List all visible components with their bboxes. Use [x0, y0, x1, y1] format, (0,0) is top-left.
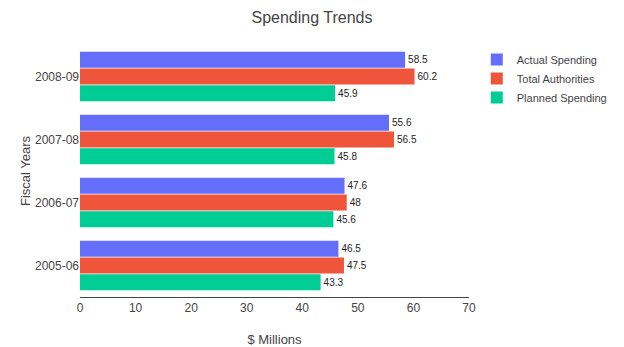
svg-text:Spending Trends: Spending Trends	[252, 9, 373, 26]
svg-text:55.6: 55.6	[392, 117, 412, 128]
svg-text:Fiscal Years: Fiscal Years	[18, 135, 33, 206]
svg-text:48: 48	[350, 197, 362, 208]
svg-text:Planned Spending: Planned Spending	[517, 92, 607, 104]
svg-text:43.3: 43.3	[324, 277, 344, 288]
svg-text:60: 60	[407, 301, 421, 315]
svg-text:56.5: 56.5	[397, 134, 417, 145]
svg-text:2006-07: 2006-07	[35, 196, 79, 210]
svg-text:47.6: 47.6	[348, 180, 368, 191]
svg-text:40: 40	[296, 301, 310, 315]
svg-text:0: 0	[77, 301, 84, 315]
svg-text:58.5: 58.5	[408, 54, 428, 65]
svg-text:20: 20	[184, 301, 198, 315]
svg-text:2007-08: 2007-08	[35, 133, 79, 147]
svg-text:70: 70	[462, 301, 476, 315]
svg-text:50: 50	[351, 301, 365, 315]
svg-text:30: 30	[240, 301, 254, 315]
svg-text:$ Millions: $ Millions	[247, 332, 302, 347]
svg-text:45.8: 45.8	[338, 151, 358, 162]
svg-text:46.5: 46.5	[341, 243, 361, 254]
svg-text:2008-09: 2008-09	[35, 70, 79, 84]
svg-text:10: 10	[129, 301, 143, 315]
svg-text:60.2: 60.2	[418, 71, 438, 82]
svg-text:Actual Spending: Actual Spending	[517, 54, 597, 66]
svg-text:45.6: 45.6	[336, 214, 356, 225]
svg-text:2005-06: 2005-06	[35, 259, 79, 273]
svg-text:47.5: 47.5	[347, 260, 367, 271]
svg-text:45.9: 45.9	[338, 88, 358, 99]
svg-text:Total Authorities: Total Authorities	[517, 73, 595, 85]
